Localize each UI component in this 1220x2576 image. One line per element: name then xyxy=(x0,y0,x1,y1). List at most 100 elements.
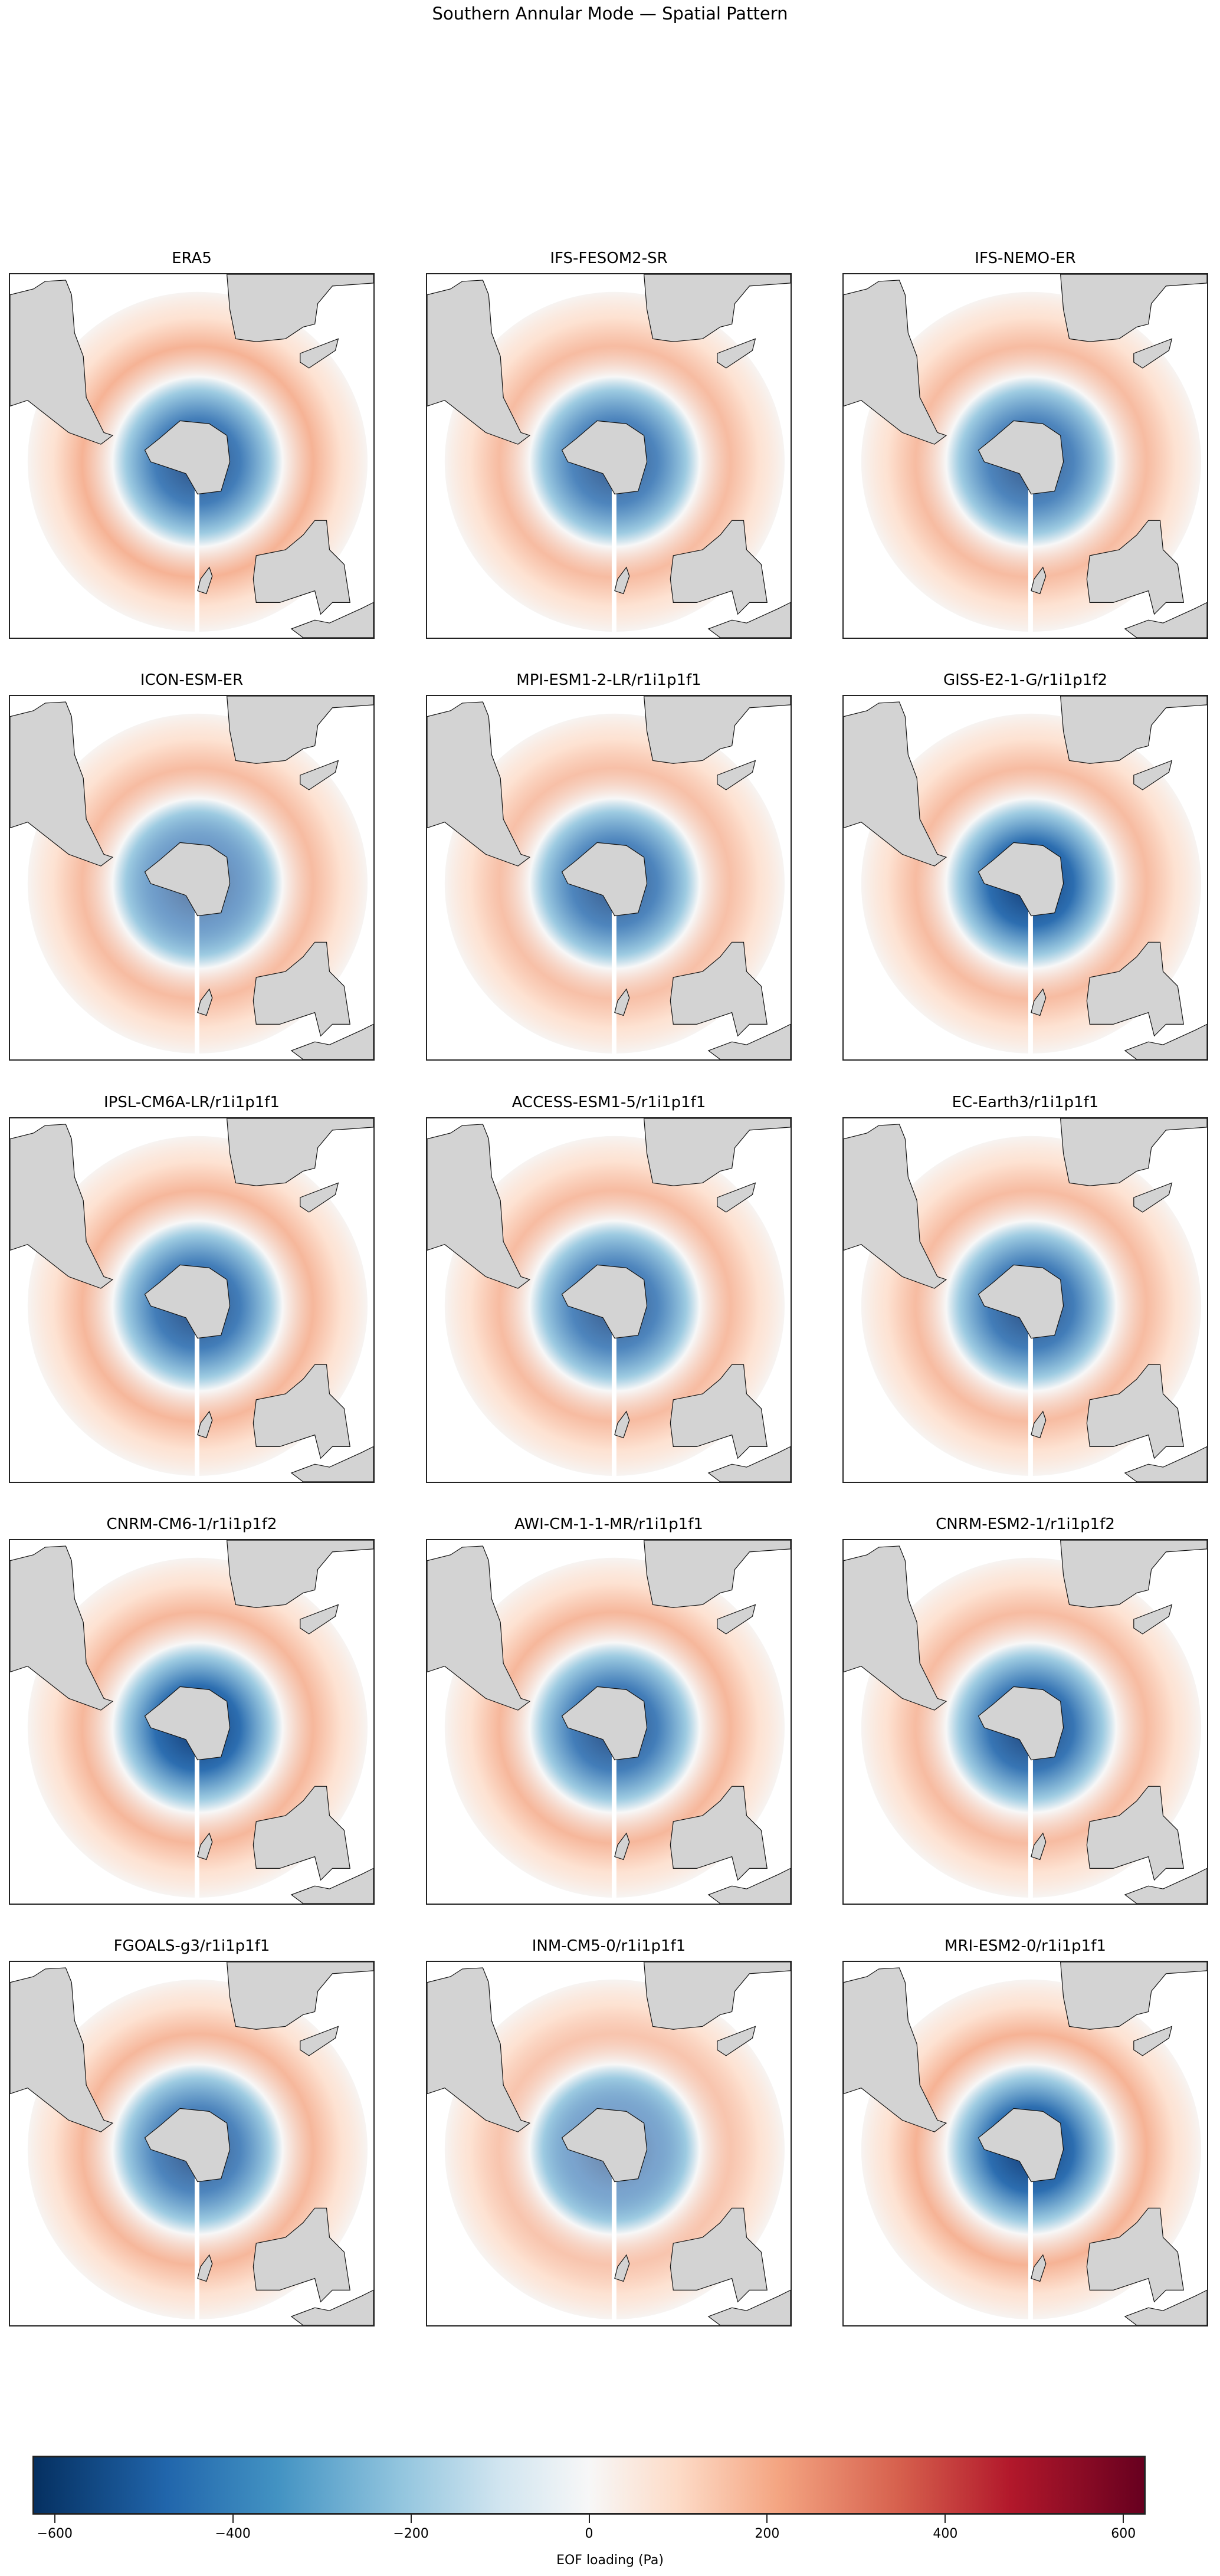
sam-pattern-map xyxy=(10,696,373,1059)
panel-title: CNRM-CM6-1/r1i1p1f2 xyxy=(106,1515,277,1533)
landmass xyxy=(427,1545,531,1711)
panel-title: MPI-ESM1-2-LR/r1i1p1f1 xyxy=(516,671,701,689)
colorbar-tick-label: 400 xyxy=(933,2526,958,2541)
sam-pattern-map xyxy=(427,274,791,638)
sam-pattern-map xyxy=(10,1118,373,1482)
colorbar-tick-label: −600 xyxy=(37,2526,73,2541)
map-axes xyxy=(842,695,1208,1061)
map-axes xyxy=(9,1117,375,1483)
map-panel: EC-Earth3/r1i1p1f1 xyxy=(842,1094,1208,1483)
panel-title: IFS-FESOM2-SR xyxy=(550,250,668,267)
colorbar-label: EOF loading (Pa) xyxy=(556,2553,664,2568)
map-panel: CNRM-ESM2-1/r1i1p1f2 xyxy=(842,1515,1208,1905)
antarctica xyxy=(144,842,231,917)
colorbar-tick xyxy=(410,2515,412,2523)
sam-pattern-map xyxy=(10,1540,373,1904)
map-axes xyxy=(842,1117,1208,1483)
landmass xyxy=(10,1967,114,2132)
map-panel: CNRM-CM6-1/r1i1p1f2 xyxy=(9,1515,375,1905)
sam-pattern-map xyxy=(427,696,791,1059)
antarctica xyxy=(978,1264,1064,1339)
landmass xyxy=(252,1786,350,1881)
antarctica xyxy=(561,842,648,917)
sam-pattern-map xyxy=(844,1118,1207,1482)
landmass xyxy=(670,520,768,615)
colorbar-tick-label: 200 xyxy=(755,2526,780,2541)
map-axes xyxy=(842,273,1208,639)
panel-title: AWI-CM-1-1-MR/r1i1p1f1 xyxy=(514,1515,703,1533)
panel-title: GISS-E2-1-G/r1i1p1f2 xyxy=(943,671,1108,689)
landmass xyxy=(252,1364,350,1459)
panel-title: ACCESS-ESM1-5/r1i1p1f1 xyxy=(511,1094,706,1111)
sam-pattern-map xyxy=(844,274,1207,638)
landmass xyxy=(844,1545,947,1711)
landmass xyxy=(1086,1786,1184,1881)
colorbar-tick xyxy=(766,2515,768,2523)
panel-title: INM-CM5-0/r1i1p1f1 xyxy=(532,1937,686,1955)
landmass xyxy=(844,1967,947,2132)
map-panel: GISS-E2-1-G/r1i1p1f2 xyxy=(842,671,1208,1061)
sam-pattern-map xyxy=(427,1118,791,1482)
colorbar-tick xyxy=(1123,2515,1124,2523)
landmass xyxy=(10,1545,114,1711)
landmass xyxy=(670,1364,768,1459)
antarctica xyxy=(144,1264,231,1339)
map-panel: MPI-ESM1-2-LR/r1i1p1f1 xyxy=(426,671,792,1061)
sam-pattern-map xyxy=(844,1540,1207,1904)
map-panel: IFS-NEMO-ER xyxy=(842,250,1208,639)
landmass xyxy=(252,941,350,1037)
landmass xyxy=(844,1124,947,1289)
map-axes xyxy=(842,1961,1208,2326)
landmass xyxy=(1086,1364,1184,1459)
map-axes xyxy=(9,1961,375,2326)
map-axes xyxy=(842,1539,1208,1905)
panel-title: FGOALS-g3/r1i1p1f1 xyxy=(113,1937,270,1955)
antarctica xyxy=(561,420,648,495)
colorbar-tick xyxy=(944,2515,946,2523)
map-panel: FGOALS-g3/r1i1p1f1 xyxy=(9,1937,375,2326)
antarctica xyxy=(978,1686,1064,1761)
colorbar-tick-label: 600 xyxy=(1111,2526,1136,2541)
landmass xyxy=(427,1124,531,1289)
map-panel: ACCESS-ESM1-5/r1i1p1f1 xyxy=(426,1094,792,1483)
colorbar-tick-label: −400 xyxy=(215,2526,251,2541)
colorbar-tick xyxy=(232,2515,234,2523)
landmass xyxy=(427,280,531,445)
landmass xyxy=(427,1967,531,2132)
panel-title: ERA5 xyxy=(172,250,212,267)
colorbar-tick-label: 0 xyxy=(585,2526,593,2541)
landmass xyxy=(670,941,768,1037)
colorbar-tick xyxy=(54,2515,55,2523)
antarctica xyxy=(561,1686,648,1761)
panel-title: IFS-NEMO-ER xyxy=(975,250,1076,267)
antarctica xyxy=(144,1686,231,1761)
antarctica xyxy=(978,2108,1064,2183)
sam-pattern-map xyxy=(844,696,1207,1059)
antarctica xyxy=(561,2108,648,2183)
sam-pattern-map xyxy=(10,274,373,638)
landmass xyxy=(1086,520,1184,615)
antarctica xyxy=(978,420,1064,495)
landmass xyxy=(1086,941,1184,1037)
colorbar xyxy=(32,2456,1146,2515)
panel-title: CNRM-ESM2-1/r1i1p1f2 xyxy=(936,1515,1115,1533)
sam-pattern-map xyxy=(10,1962,373,2325)
panel-title: MRI-ESM2-0/r1i1p1f1 xyxy=(944,1937,1106,1955)
panel-title: ICON-ESM-ER xyxy=(140,671,244,689)
map-panel: IPSL-CM6A-LR/r1i1p1f1 xyxy=(9,1094,375,1483)
map-axes xyxy=(9,1539,375,1905)
antarctica xyxy=(561,1264,648,1339)
landmass xyxy=(670,1786,768,1881)
sam-pattern-map xyxy=(427,1540,791,1904)
map-panel: AWI-CM-1-1-MR/r1i1p1f1 xyxy=(426,1515,792,1905)
map-panel: ICON-ESM-ER xyxy=(9,671,375,1061)
antarctica xyxy=(978,842,1064,917)
map-axes xyxy=(9,273,375,639)
colorbar-tick xyxy=(588,2515,590,2523)
antarctica xyxy=(144,420,231,495)
landmass xyxy=(10,280,114,445)
panel-title: IPSL-CM6A-LR/r1i1p1f1 xyxy=(103,1094,280,1111)
sam-pattern-map xyxy=(427,1962,791,2325)
map-axes xyxy=(426,273,792,639)
antarctica xyxy=(144,2108,231,2183)
